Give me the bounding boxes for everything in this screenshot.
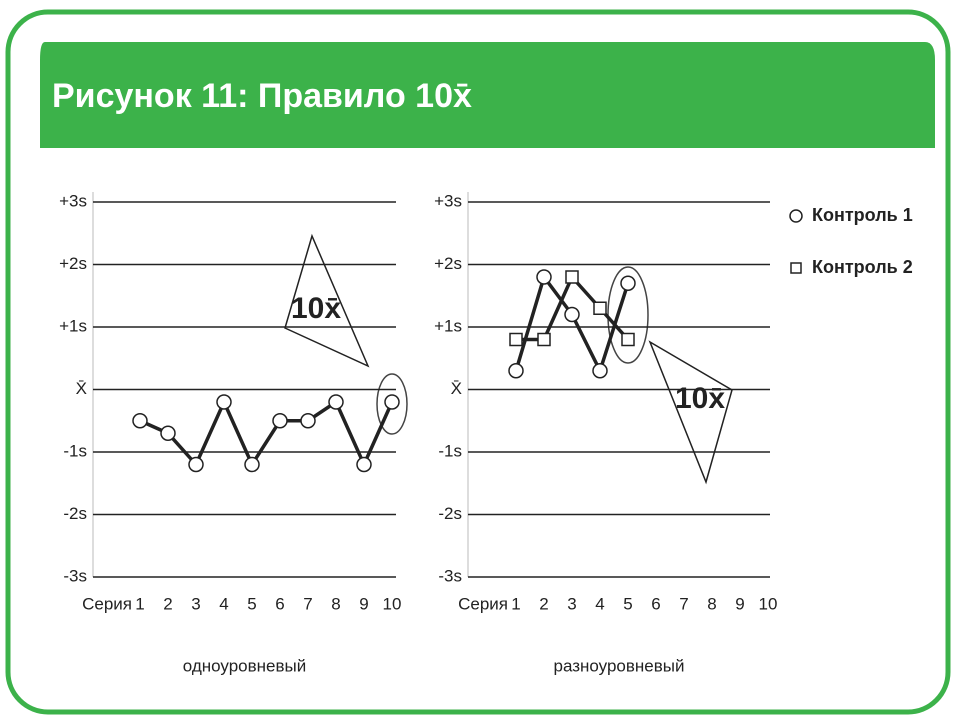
y-tick-label: +1s bbox=[434, 316, 462, 335]
x-tick-label: 2 bbox=[539, 594, 548, 613]
y-tick-label: +2s bbox=[59, 254, 87, 273]
x-tick-label: 8 bbox=[707, 594, 716, 613]
series-line bbox=[139, 397, 394, 469]
point bbox=[620, 275, 636, 291]
y-tick-label: -3s bbox=[63, 566, 87, 585]
x-tick-label: 1 bbox=[511, 594, 520, 613]
y-tick-label: -1s bbox=[63, 441, 87, 460]
y-tick-label: +3s bbox=[434, 191, 462, 210]
point bbox=[384, 394, 400, 410]
point bbox=[592, 363, 608, 379]
legend-marker bbox=[789, 209, 803, 223]
x-caption: разноуровневый bbox=[553, 656, 684, 675]
point bbox=[160, 425, 176, 441]
point bbox=[188, 456, 204, 473]
point bbox=[536, 269, 552, 285]
point bbox=[564, 306, 580, 323]
legend-marker bbox=[790, 262, 802, 274]
x-axis-label: Серия bbox=[458, 594, 508, 613]
point bbox=[508, 363, 524, 379]
x-tick-label: 9 bbox=[359, 594, 368, 613]
highlight-ring bbox=[376, 373, 408, 435]
banner bbox=[40, 42, 935, 148]
x-tick-label: 5 bbox=[247, 594, 256, 613]
y-tick-label: -1s bbox=[438, 441, 462, 460]
x-tick-label: 1 bbox=[135, 594, 144, 613]
point bbox=[537, 332, 551, 347]
legend-label: Контроль 2 bbox=[812, 257, 913, 277]
x-tick-label: 5 bbox=[623, 594, 632, 613]
point bbox=[356, 456, 372, 473]
point bbox=[272, 413, 288, 429]
point bbox=[300, 413, 316, 429]
x-tick-label: 9 bbox=[735, 594, 744, 613]
x-tick-label: 3 bbox=[567, 594, 576, 613]
x-tick-label: 6 bbox=[651, 594, 660, 613]
x-tick-label: 10 bbox=[383, 594, 402, 613]
y-tick-label: X̄ bbox=[76, 379, 87, 398]
x-tick-label: 8 bbox=[331, 594, 340, 613]
callout-triangle bbox=[648, 340, 733, 485]
x-caption: одноуровневый bbox=[183, 656, 307, 675]
point bbox=[216, 394, 232, 410]
y-tick-label: +1s bbox=[59, 316, 87, 335]
callout-triangle bbox=[284, 233, 370, 368]
x-tick-label: 6 bbox=[275, 594, 284, 613]
point bbox=[244, 456, 260, 473]
y-tick-label: -3s bbox=[438, 566, 462, 585]
y-tick-label: -2s bbox=[63, 504, 87, 523]
x-tick-label: 2 bbox=[163, 594, 172, 613]
point bbox=[328, 394, 344, 410]
point bbox=[593, 301, 607, 315]
annotation: 10x̄ bbox=[291, 292, 341, 325]
annotation: 10x̄ bbox=[675, 382, 725, 415]
x-tick-label: 7 bbox=[303, 594, 312, 613]
x-tick-label: 3 bbox=[191, 594, 200, 613]
point bbox=[509, 332, 523, 347]
x-tick-label: 10 bbox=[759, 594, 778, 613]
x-tick-label: 4 bbox=[595, 594, 604, 613]
y-tick-label: X̄ bbox=[451, 379, 462, 398]
x-tick-label: 4 bbox=[219, 594, 228, 613]
y-tick-label: -2s bbox=[438, 504, 462, 523]
x-tick-label: 7 bbox=[679, 594, 688, 613]
y-tick-label: +2s bbox=[434, 254, 462, 273]
x-axis-label: Серия bbox=[82, 594, 132, 613]
legend-label: Контроль 1 bbox=[812, 205, 913, 225]
point bbox=[621, 332, 635, 347]
point bbox=[565, 270, 579, 284]
page-title: Рисунок 11: Правило 10x̄ bbox=[52, 77, 472, 115]
frame bbox=[5, 9, 951, 715]
y-tick-label: +3s bbox=[59, 191, 87, 210]
point bbox=[132, 413, 148, 429]
